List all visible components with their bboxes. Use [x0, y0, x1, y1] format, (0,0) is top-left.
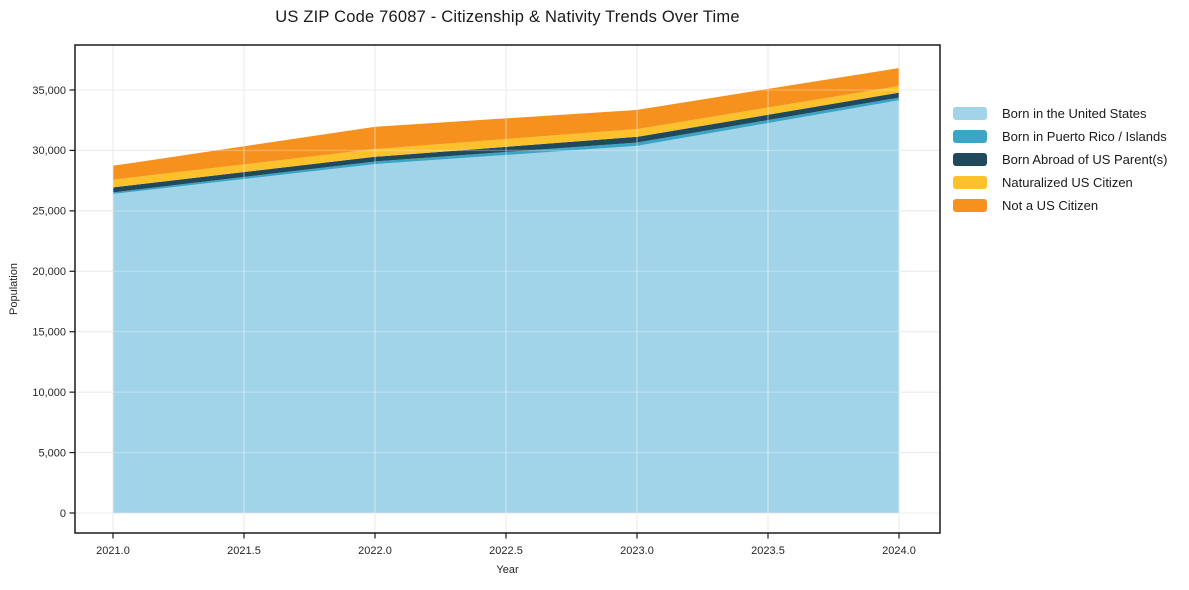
legend-label: Born Abroad of US Parent(s) — [1002, 152, 1168, 167]
y-tick-label: 35,000 — [32, 85, 66, 97]
area-series — [113, 86, 899, 188]
legend-swatch-born-us — [953, 107, 987, 120]
legend-item: Born Abroad of US Parent(s) — [953, 152, 1168, 167]
legend-label: Naturalized US Citizen — [1002, 175, 1133, 190]
legend-swatch-naturalized — [953, 176, 987, 189]
chart-title: US ZIP Code 76087 - Citizenship & Nativi… — [275, 8, 740, 26]
legend-label: Born in the United States — [1002, 106, 1147, 121]
y-tick-label: 20,000 — [32, 266, 66, 278]
x-tick-label: 2022.0 — [358, 545, 392, 557]
legend-swatch-born-abroad — [953, 153, 987, 166]
x-tick-label: 2023.0 — [620, 545, 654, 557]
legend-swatch-not-citizen — [953, 199, 987, 212]
y-tick-label: 0 — [60, 508, 66, 520]
legend-item: Born in Puerto Rico / Islands — [953, 129, 1167, 144]
area-series — [113, 92, 899, 193]
plot-frame — [74, 44, 941, 534]
legend: Born in the United States Born in Puerto… — [953, 106, 1168, 213]
legend-item: Not a US Citizen — [953, 198, 1167, 213]
y-axis-label: Population — [8, 263, 20, 315]
x-tick-label: 2023.5 — [751, 545, 785, 557]
x-tick-label: 2022.5 — [489, 545, 523, 557]
legend-item: Born in the United States — [953, 106, 1167, 121]
axes: 2021.0 2021.5 2022.0 2022.5 2023.0 2023.5 2024… — [32, 44, 941, 557]
y-tick-label: 30,000 — [32, 145, 66, 157]
area-series — [113, 97, 899, 194]
area-series — [113, 100, 899, 513]
gridlines-over — [113, 68, 899, 513]
legend-label: Born in Puerto Rico / Islands — [1002, 129, 1167, 144]
legend-label: Not a US Citizen — [1002, 198, 1099, 213]
legend-swatch-puerto-rico — [953, 130, 987, 143]
y-tick-label: 5,000 — [38, 447, 66, 459]
y-tick-label: 15,000 — [32, 327, 66, 339]
y-tick-label: 25,000 — [32, 206, 66, 218]
legend-item: Naturalized US Citizen — [953, 175, 1167, 190]
area-series — [113, 68, 899, 180]
x-axis-label: Year — [496, 564, 519, 576]
x-tick-label: 2021.5 — [227, 545, 261, 557]
y-tick-label: 10,000 — [32, 387, 66, 399]
x-tick-label: 2021.0 — [96, 545, 130, 557]
x-tick-label: 2024.0 — [882, 545, 916, 557]
area-layers — [113, 68, 899, 513]
